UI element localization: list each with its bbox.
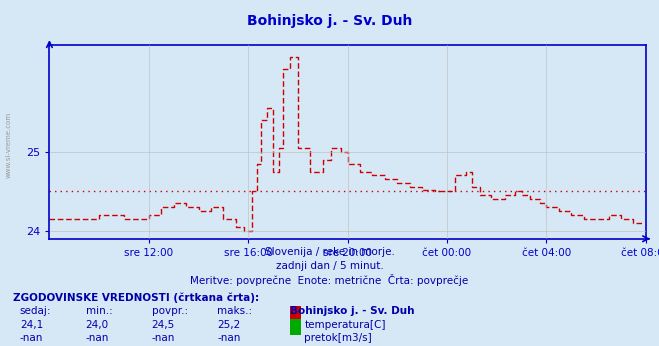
Text: Bohinjsko j. - Sv. Duh: Bohinjsko j. - Sv. Duh [247, 14, 412, 28]
Text: 24,5: 24,5 [152, 320, 175, 330]
Text: povpr.:: povpr.: [152, 306, 188, 316]
Text: -nan: -nan [152, 333, 175, 343]
Text: Bohinjsko j. - Sv. Duh: Bohinjsko j. - Sv. Duh [290, 306, 415, 316]
Text: 25,2: 25,2 [217, 320, 241, 330]
Text: min.:: min.: [86, 306, 113, 316]
Text: 24,1: 24,1 [20, 320, 43, 330]
Text: www.si-vreme.com: www.si-vreme.com [5, 112, 11, 179]
Text: Slovenija / reke in morje.: Slovenija / reke in morje. [264, 247, 395, 257]
Text: pretok[m3/s]: pretok[m3/s] [304, 333, 372, 343]
Text: 24,0: 24,0 [86, 320, 109, 330]
Text: maks.:: maks.: [217, 306, 252, 316]
Text: sedaj:: sedaj: [20, 306, 51, 316]
Text: ZGODOVINSKE VREDNOSTI (črtkana črta):: ZGODOVINSKE VREDNOSTI (črtkana črta): [13, 292, 259, 303]
Text: -nan: -nan [86, 333, 109, 343]
Text: -nan: -nan [217, 333, 241, 343]
Text: Meritve: povprečne  Enote: metrične  Črta: povprečje: Meritve: povprečne Enote: metrične Črta:… [190, 274, 469, 286]
Text: temperatura[C]: temperatura[C] [304, 320, 386, 330]
Text: zadnji dan / 5 minut.: zadnji dan / 5 minut. [275, 261, 384, 271]
Text: -nan: -nan [20, 333, 43, 343]
